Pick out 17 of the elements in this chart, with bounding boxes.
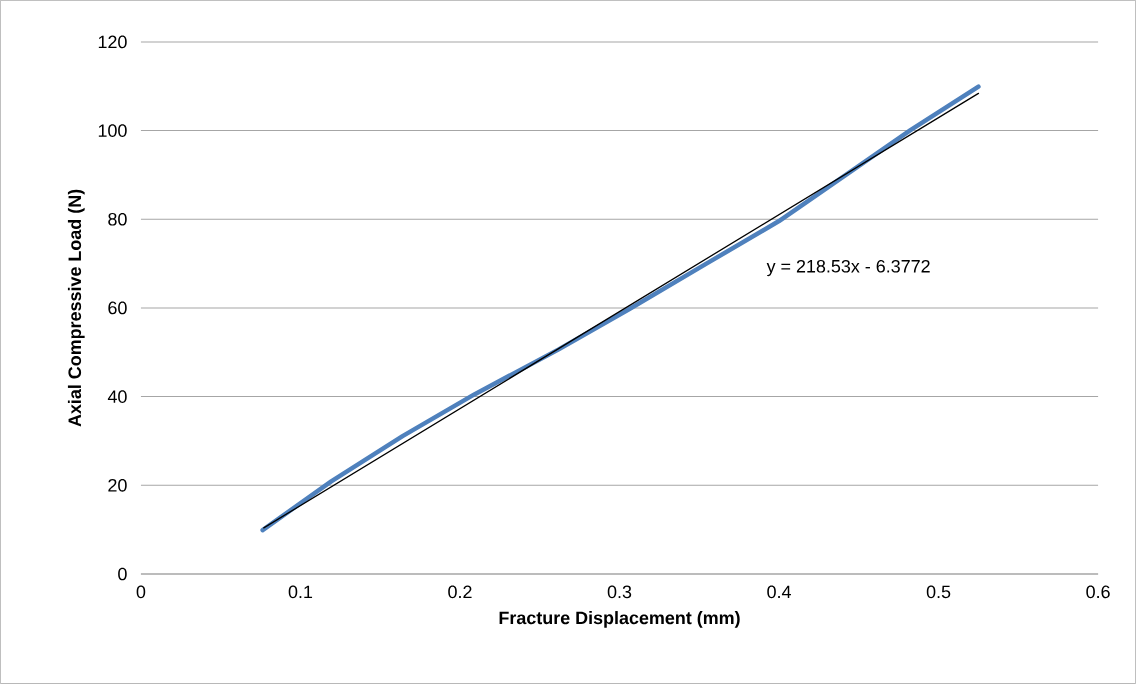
y-axis-title: Axial Compressive Load (N)	[67, 189, 85, 427]
y-tick-label: 120	[98, 35, 127, 49]
x-tick-label: 0	[136, 585, 146, 599]
y-tick-label: 80	[108, 212, 127, 226]
x-tick-label: 0.5	[926, 585, 951, 599]
x-tick-label: 0.4	[767, 585, 791, 599]
y-tick-label: 0	[118, 567, 127, 581]
x-axis-title: Fracture Displacement (mm)	[499, 611, 740, 628]
y-tick-label: 40	[107, 390, 127, 404]
x-tick-label: 0.6	[1086, 585, 1110, 599]
annotation: y = 218.53x - 6.3772	[766, 259, 930, 277]
y-tick-label: 20	[108, 479, 127, 492]
x-tick-label: 0.1	[288, 585, 313, 599]
x-tick-label: 0.2	[448, 585, 472, 599]
x-tick-label: 0.3	[607, 585, 632, 599]
y-tick-label: 100	[98, 124, 127, 137]
y-tick-label: 60	[108, 301, 127, 315]
